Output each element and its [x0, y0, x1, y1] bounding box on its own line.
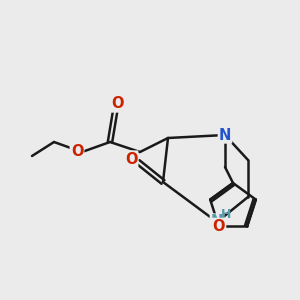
- Text: N: N: [219, 128, 231, 142]
- Text: H: H: [221, 208, 231, 221]
- Text: O: O: [125, 152, 137, 166]
- Text: O: O: [213, 219, 225, 234]
- Text: O: O: [112, 97, 124, 112]
- Text: N: N: [211, 214, 223, 230]
- Text: O: O: [71, 143, 83, 158]
